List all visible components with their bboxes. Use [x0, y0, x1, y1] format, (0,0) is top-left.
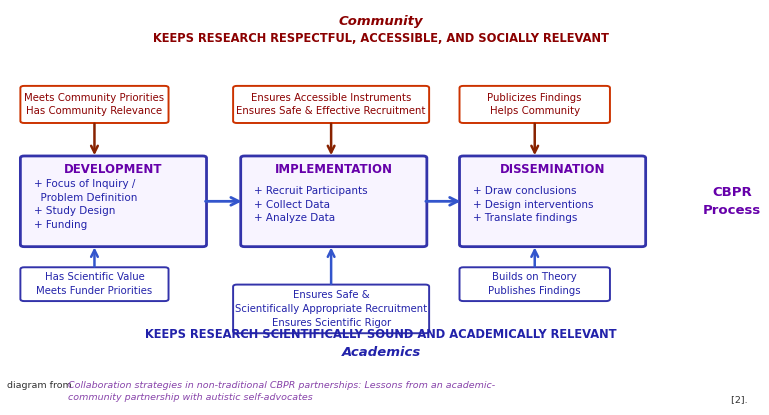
Text: IMPLEMENTATION: IMPLEMENTATION — [275, 163, 393, 176]
FancyBboxPatch shape — [460, 267, 610, 301]
FancyBboxPatch shape — [21, 267, 168, 301]
Text: diagram from: diagram from — [8, 381, 75, 390]
Text: Meets Community Priorities
Has Community Relevance: Meets Community Priorities Has Community… — [25, 93, 165, 116]
Text: [2].: [2]. — [727, 395, 747, 405]
Text: Publicizes Findings
Helps Community: Publicizes Findings Helps Community — [488, 93, 582, 116]
FancyBboxPatch shape — [241, 156, 427, 247]
Text: Community: Community — [339, 15, 424, 27]
FancyBboxPatch shape — [21, 156, 207, 247]
Text: + Recruit Participants
+ Collect Data
+ Analyze Data: + Recruit Participants + Collect Data + … — [255, 186, 368, 223]
Text: CBPR
Process: CBPR Process — [703, 186, 761, 217]
FancyBboxPatch shape — [21, 86, 168, 123]
Text: Academics: Academics — [341, 346, 421, 359]
Text: Ensures Safe &
Scientifically Appropriate Recruitment
Ensures Scientific Rigor: Ensures Safe & Scientifically Appropriat… — [235, 290, 428, 327]
FancyBboxPatch shape — [233, 285, 429, 333]
FancyBboxPatch shape — [460, 156, 646, 247]
Text: + Focus of Inquiry /
  Problem Definition
+ Study Design
+ Funding: + Focus of Inquiry / Problem Definition … — [34, 179, 138, 230]
Text: KEEPS RESEARCH RESPECTFUL, ACCESSIBLE, AND SOCIALLY RELEVANT: KEEPS RESEARCH RESPECTFUL, ACCESSIBLE, A… — [153, 32, 609, 45]
FancyBboxPatch shape — [233, 86, 429, 123]
Text: KEEPS RESEARCH SCIENTIFICALLY SOUND AND ACADEMICALLY RELEVANT: KEEPS RESEARCH SCIENTIFICALLY SOUND AND … — [145, 328, 617, 341]
Text: DISSEMINATION: DISSEMINATION — [500, 163, 605, 176]
Text: Ensures Accessible Instruments
Ensures Safe & Effective Recruitment: Ensures Accessible Instruments Ensures S… — [236, 93, 426, 116]
Text: Has Scientific Value
Meets Funder Priorities: Has Scientific Value Meets Funder Priori… — [36, 272, 152, 296]
Text: + Draw conclusions
+ Design interventions
+ Translate findings: + Draw conclusions + Design intervention… — [473, 186, 594, 223]
Text: Collaboration strategies in non-traditional CBPR partnerships: Lessons from an a: Collaboration strategies in non-traditio… — [68, 381, 495, 402]
Text: Builds on Theory
Publishes Findings: Builds on Theory Publishes Findings — [488, 272, 581, 296]
FancyBboxPatch shape — [460, 86, 610, 123]
Text: DEVELOPMENT: DEVELOPMENT — [64, 163, 163, 176]
